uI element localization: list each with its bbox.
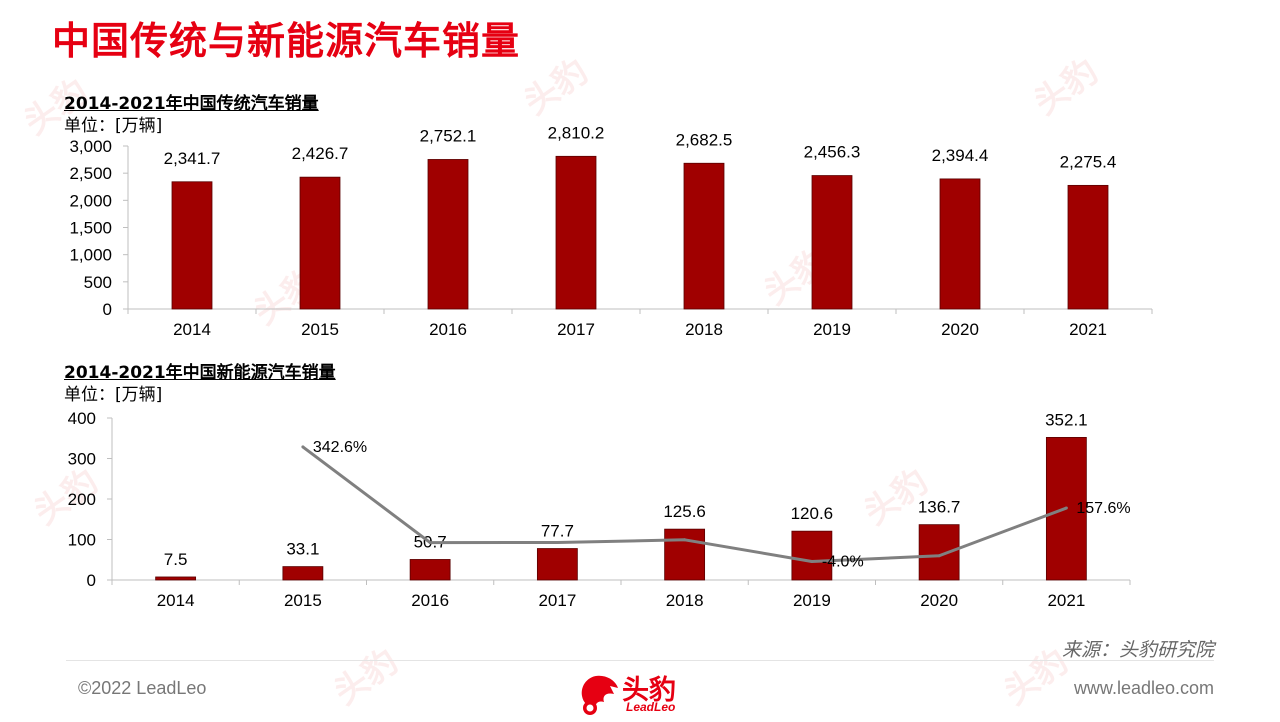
- nev-bar: [155, 576, 197, 581]
- traditional-y-tick-label: 500: [84, 273, 112, 292]
- traditional-y-tick-label: 0: [103, 300, 112, 319]
- footer-divider: [66, 660, 1214, 661]
- traditional-bar-value-label: 2,341.7: [164, 149, 221, 168]
- nev-x-tick-label: 2015: [284, 591, 322, 610]
- nev-growth-point: [810, 559, 814, 563]
- nev-growth-point: [555, 541, 559, 545]
- traditional-bar-value-label: 2,810.2: [548, 123, 605, 142]
- nev-y-tick-label: 100: [68, 531, 96, 550]
- traditional-bar: [299, 176, 341, 310]
- nev-unit-label: 单位：[万辆]: [64, 385, 163, 405]
- nev-bar-value-label: 7.5: [164, 550, 188, 569]
- nev-chart-title: 2014-2021年中国新能源汽车销量: [64, 363, 336, 383]
- nev-growth-label: 342.6%: [313, 439, 367, 456]
- nev-growth-point: [428, 541, 432, 545]
- copyright: ©2022 LeadLeo: [78, 678, 207, 698]
- nev-bar: [918, 524, 960, 581]
- nev-x-tick-label: 2017: [538, 591, 576, 610]
- traditional-y-tick-label: 1,500: [69, 219, 112, 238]
- nev-bar-value-label: 352.1: [1045, 410, 1088, 429]
- nev-bar-value-label: 120.6: [791, 504, 834, 523]
- nev-x-tick-label: 2020: [920, 591, 958, 610]
- traditional-bar: [427, 159, 469, 310]
- nev-growth-point: [937, 554, 941, 558]
- traditional-bar-value-label: 2,752.1: [420, 126, 477, 145]
- nev-growth-point: [1064, 506, 1068, 510]
- traditional-y-tick-label: 2,500: [69, 164, 112, 183]
- page-title: 中国传统与新能源汽车销量: [52, 19, 521, 63]
- nev-y-tick-label: 200: [68, 490, 96, 509]
- leopard-icon: [581, 675, 618, 715]
- nev-bar: [409, 559, 451, 581]
- traditional-y-tick-label: 1,000: [69, 246, 112, 265]
- traditional-sales-chart: 0 500 1,000 1,500 2,000 2,500 3,000 2014 2015 201…: [69, 123, 1153, 339]
- nev-bar-value-label: 125.6: [663, 502, 706, 521]
- traditional-x-tick-label: 2018: [685, 320, 723, 339]
- nev-bar: [536, 548, 578, 581]
- nev-x-tick-label: 2016: [411, 591, 449, 610]
- traditional-bar-value-label: 2,682.5: [676, 130, 733, 149]
- nev-growth-point: [683, 538, 687, 542]
- traditional-x-tick-label: 2014: [173, 320, 211, 339]
- traditional-bar-value-label: 2,426.7: [292, 144, 349, 163]
- website-link[interactable]: www.leadleo.com: [1073, 678, 1214, 698]
- traditional-x-tick-label: 2019: [813, 320, 851, 339]
- nev-bar-value-label: 33.1: [286, 540, 319, 559]
- source-note: 来源：头豹研究院: [1061, 639, 1214, 661]
- nev-growth-label: 157.6%: [1076, 500, 1130, 517]
- nev-x-tick-label: 2019: [793, 591, 831, 610]
- traditional-y-tick-label: 3,000: [69, 137, 112, 156]
- nev-x-tick-label: 2014: [157, 591, 195, 610]
- nev-bar: [282, 566, 324, 581]
- traditional-x-tick-label: 2017: [557, 320, 595, 339]
- nev-x-tick-label: 2021: [1047, 591, 1085, 610]
- leadleo-logo: 头豹 LeadLeo: [576, 666, 706, 720]
- traditional-bar: [171, 181, 213, 310]
- logo-text-cn: 头豹: [622, 675, 676, 706]
- nev-bar: [791, 530, 833, 581]
- nev-y-tick-label: 400: [68, 409, 96, 428]
- nev-bar: [664, 528, 706, 581]
- traditional-unit-label: 单位：[万辆]: [64, 116, 163, 136]
- traditional-x-tick-label: 2016: [429, 320, 467, 339]
- traditional-x-tick-label: 2021: [1069, 320, 1107, 339]
- traditional-bar: [939, 178, 981, 310]
- nev-growth-label: -4.0%: [822, 553, 864, 570]
- nev-y-tick-label: 300: [68, 450, 96, 469]
- traditional-bar: [811, 175, 853, 310]
- traditional-chart-title: 2014-2021年中国传统汽车销量: [64, 94, 319, 114]
- traditional-x-tick-label: 2020: [941, 320, 979, 339]
- nev-x-tick-label: 2018: [666, 591, 704, 610]
- traditional-x-tick-label: 2015: [301, 320, 339, 339]
- traditional-bar: [683, 162, 725, 310]
- traditional-y-tick-label: 2,000: [69, 191, 112, 210]
- nev-growth-point: [301, 445, 305, 449]
- traditional-bar: [1067, 184, 1109, 310]
- nev-y-tick-label: 0: [87, 571, 96, 590]
- nev-bar-value-label: 136.7: [918, 498, 961, 517]
- traditional-bar-value-label: 2,275.4: [1060, 152, 1117, 171]
- traditional-bar-value-label: 2,394.4: [932, 146, 989, 165]
- traditional-bar-value-label: 2,456.3: [804, 143, 861, 162]
- logo-text-en: LeadLeo: [626, 700, 676, 714]
- traditional-bar: [555, 155, 597, 310]
- nev-bar-value-label: 77.7: [541, 522, 574, 541]
